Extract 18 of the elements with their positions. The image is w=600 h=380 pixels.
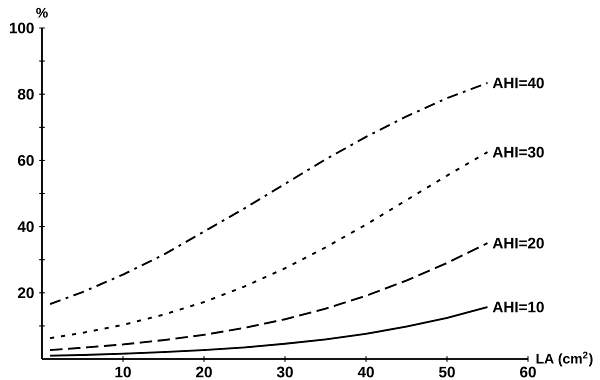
series-label: AHI=20	[492, 238, 544, 249]
series-label: AHI=40	[492, 78, 544, 88]
y-tick-label: 40	[18, 221, 34, 232]
y-tick-label: 100	[10, 22, 34, 34]
y-tick-label: 80	[18, 88, 34, 100]
x-tick-label: 60	[520, 366, 536, 378]
series-label: AHI=30	[492, 146, 544, 158]
series-label: AHI=10	[492, 302, 544, 312]
x-tick-label: 50	[439, 366, 455, 378]
x-tick-label: 40	[358, 366, 374, 378]
y-tick-label: 20	[18, 287, 34, 298]
y-axis-title: %	[36, 8, 48, 18]
x-tick-label: 10	[115, 366, 131, 378]
x-axis-title: LA (cm$^{2}$)	[536, 352, 593, 366]
y-tick-label: 60	[18, 155, 34, 166]
line-series	[49, 242, 488, 352]
x-tick-label: 30	[276, 366, 293, 378]
x-tick-label: 20	[196, 366, 212, 378]
